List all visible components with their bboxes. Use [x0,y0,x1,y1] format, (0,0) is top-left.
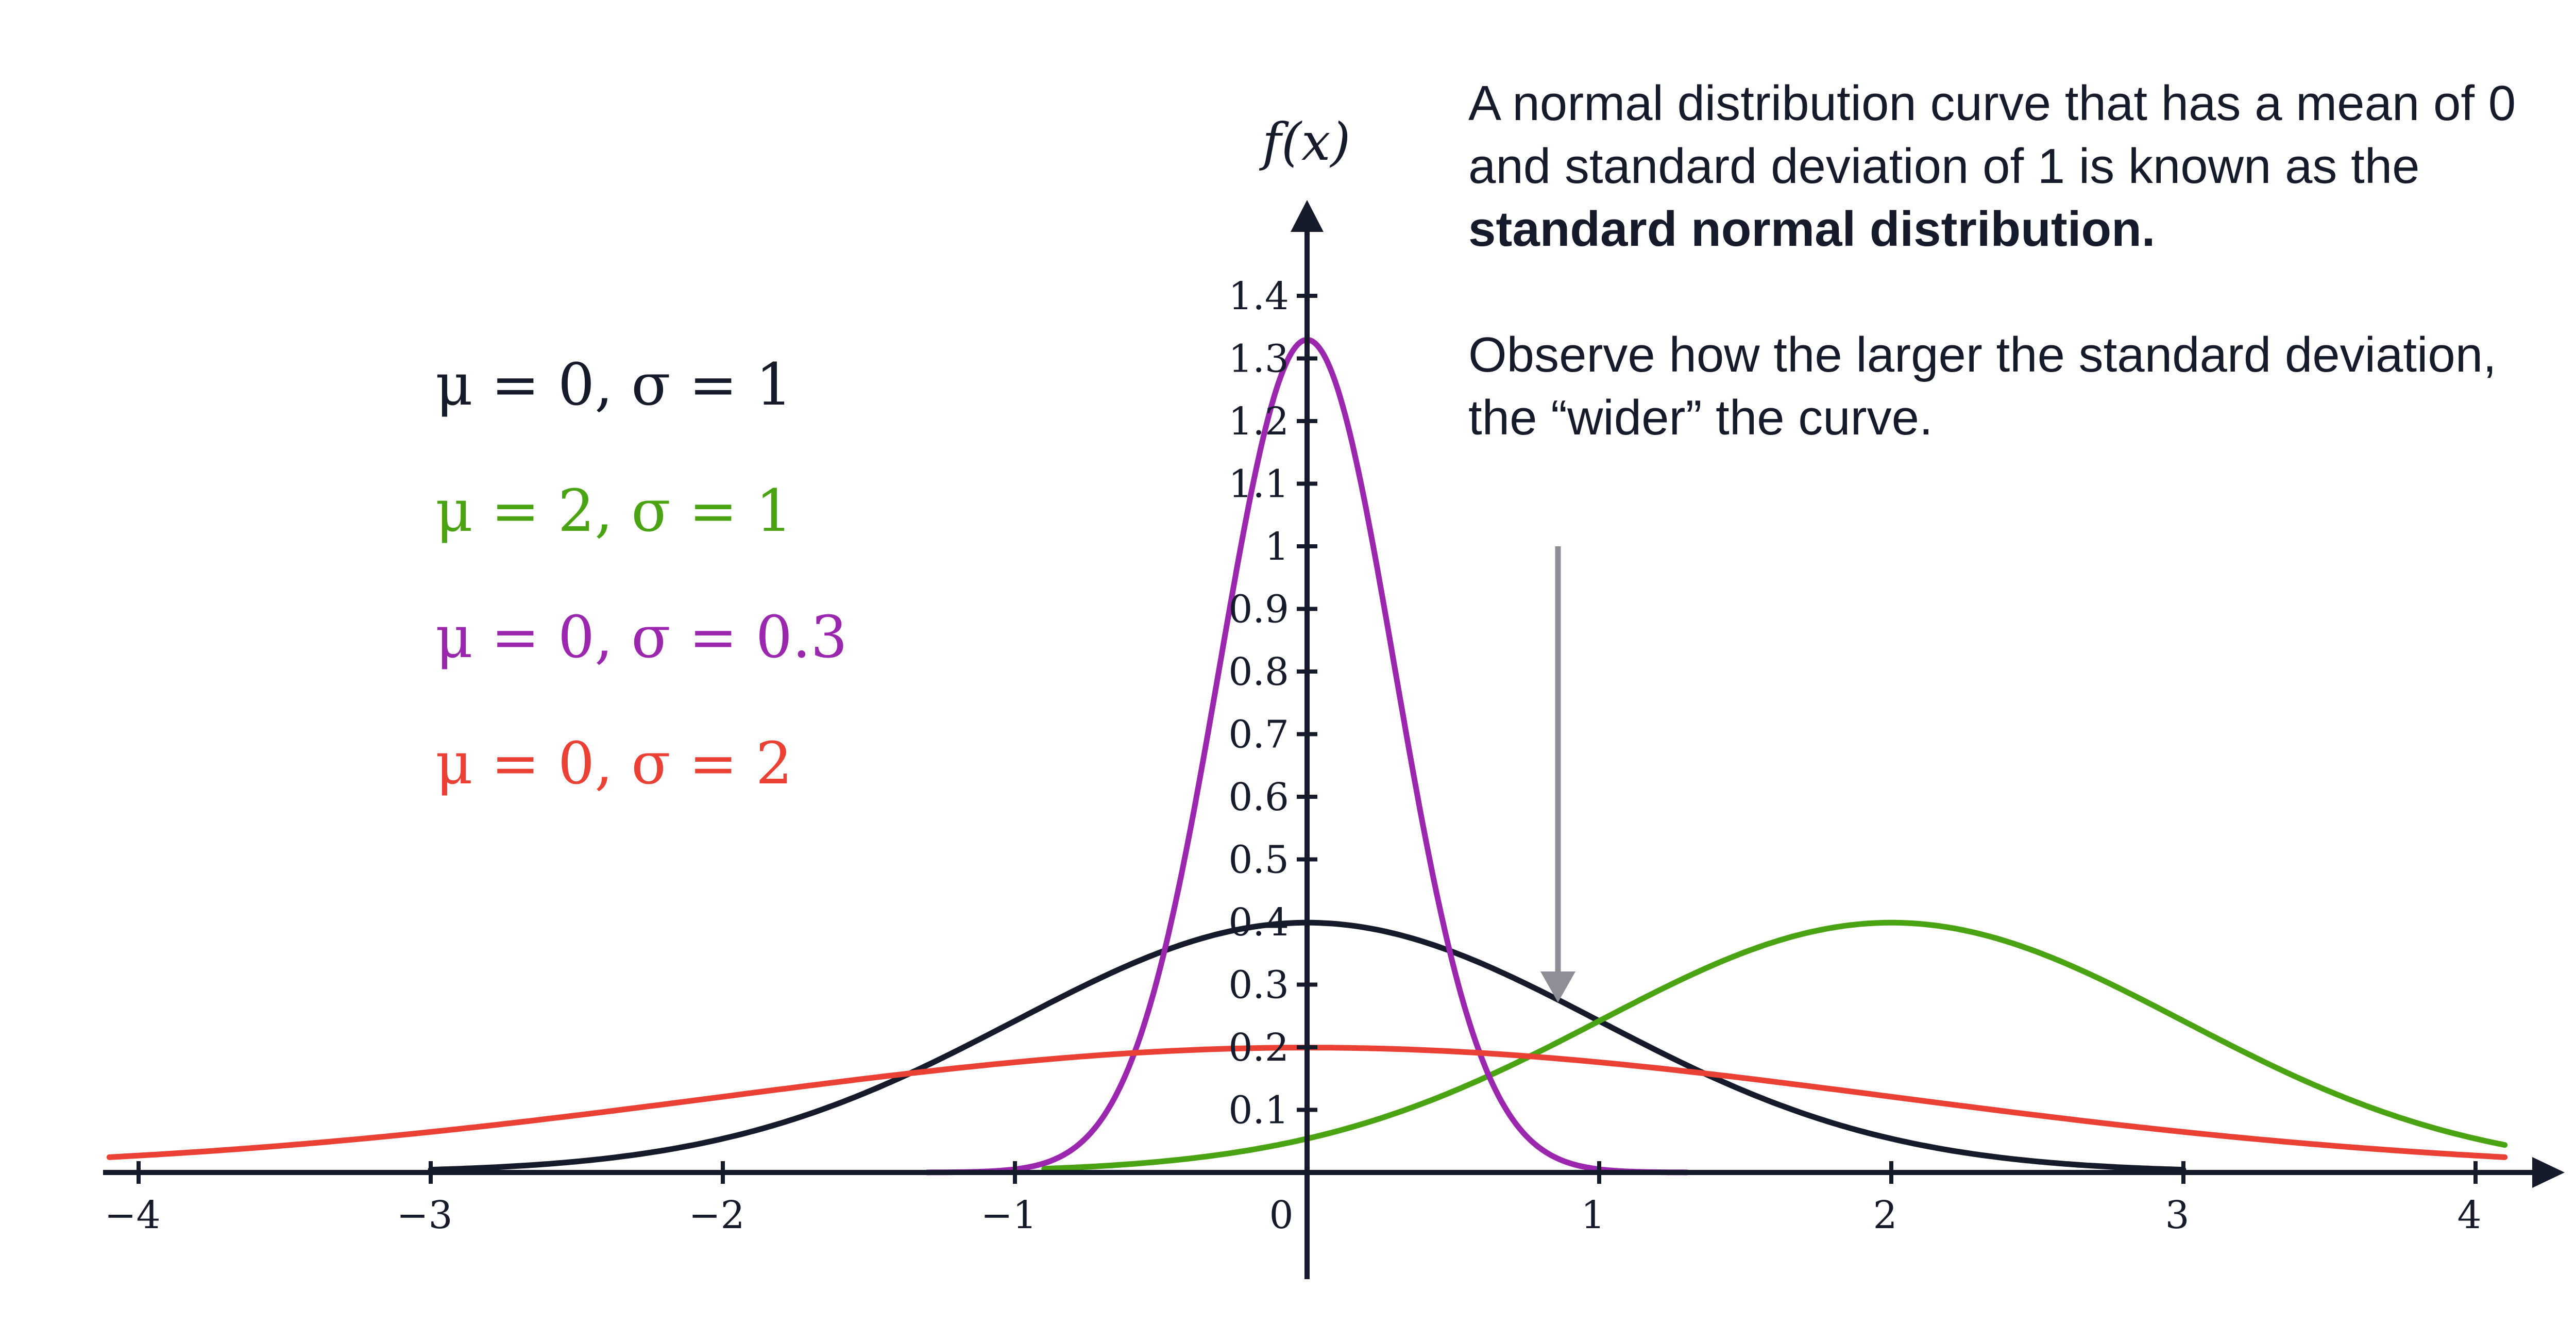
y-tick-label: 0.7 [1228,713,1289,757]
y-axis-arrowhead [1291,200,1324,232]
y-tick-label: 0.6 [1228,775,1289,819]
y-tick-label: 0.1 [1228,1088,1289,1133]
x-tick-label: −3 [396,1193,452,1237]
x-tick-label: 1 [1581,1193,1605,1237]
annotation-paragraph-1: A normal distribution curve that has a m… [1468,72,2550,261]
x-tick-label: 4 [2457,1193,2481,1237]
x-tick-label: −1 [980,1193,1037,1237]
legend: μ = 0, σ = 1 μ = 2, σ = 1 μ = 0, σ = 0.3 μ … [435,351,848,797]
x-tick-label: 3 [2165,1193,2189,1237]
y-tick-label: 1.4 [1228,274,1289,319]
x-tick-label: 2 [1873,1193,1897,1237]
x-axis-arrowhead [2532,1157,2565,1188]
x-tick-label: −4 [104,1193,160,1237]
annotation-arrow-head [1540,971,1575,1002]
y-tick-label: 1.3 [1228,337,1289,381]
y-axis-label: f(x) [1259,112,1350,172]
x-tick-label: 0 [1269,1193,1293,1237]
y-tick-label: 1.2 [1228,399,1289,444]
annotation-line1-plain: A normal distribution curve that has a m… [1468,76,2516,194]
x-tick-label: −2 [688,1193,744,1237]
y-tick-label: 1.1 [1228,462,1289,507]
y-tick-label: 0.4 [1228,900,1289,945]
legend-entry-1: μ = 0, σ = 1 [435,351,792,418]
annotation-arrow [1540,546,1575,1002]
y-tick-label: 0.3 [1228,963,1289,1008]
annotation-line1-bold: standard normal distribution. [1468,202,2156,257]
y-tick-label: 0.8 [1228,650,1289,694]
legend-entry-3: μ = 0, σ = 0.3 [435,604,848,671]
legend-entry-4: μ = 0, σ = 2 [435,730,792,797]
annotation-text: A normal distribution curve that has a m… [1468,72,2550,449]
y-tick-label: 0.2 [1228,1026,1289,1070]
axes-group: −4 −3 −2 −1 0 1 2 3 4 0.1 0.2 0.3 0.4 0.5 0.6 0.7 0.8 0.9… [103,112,2565,1279]
y-tick-label: 1 [1265,525,1289,569]
annotation-paragraph-2: Observe how the larger the standard devi… [1468,327,2497,445]
y-tick-label: 0.9 [1228,588,1289,632]
series-line-2 [1041,919,2508,1172]
legend-entry-2: μ = 2, σ = 1 [435,478,792,545]
y-tick-label: 0.5 [1228,838,1289,882]
